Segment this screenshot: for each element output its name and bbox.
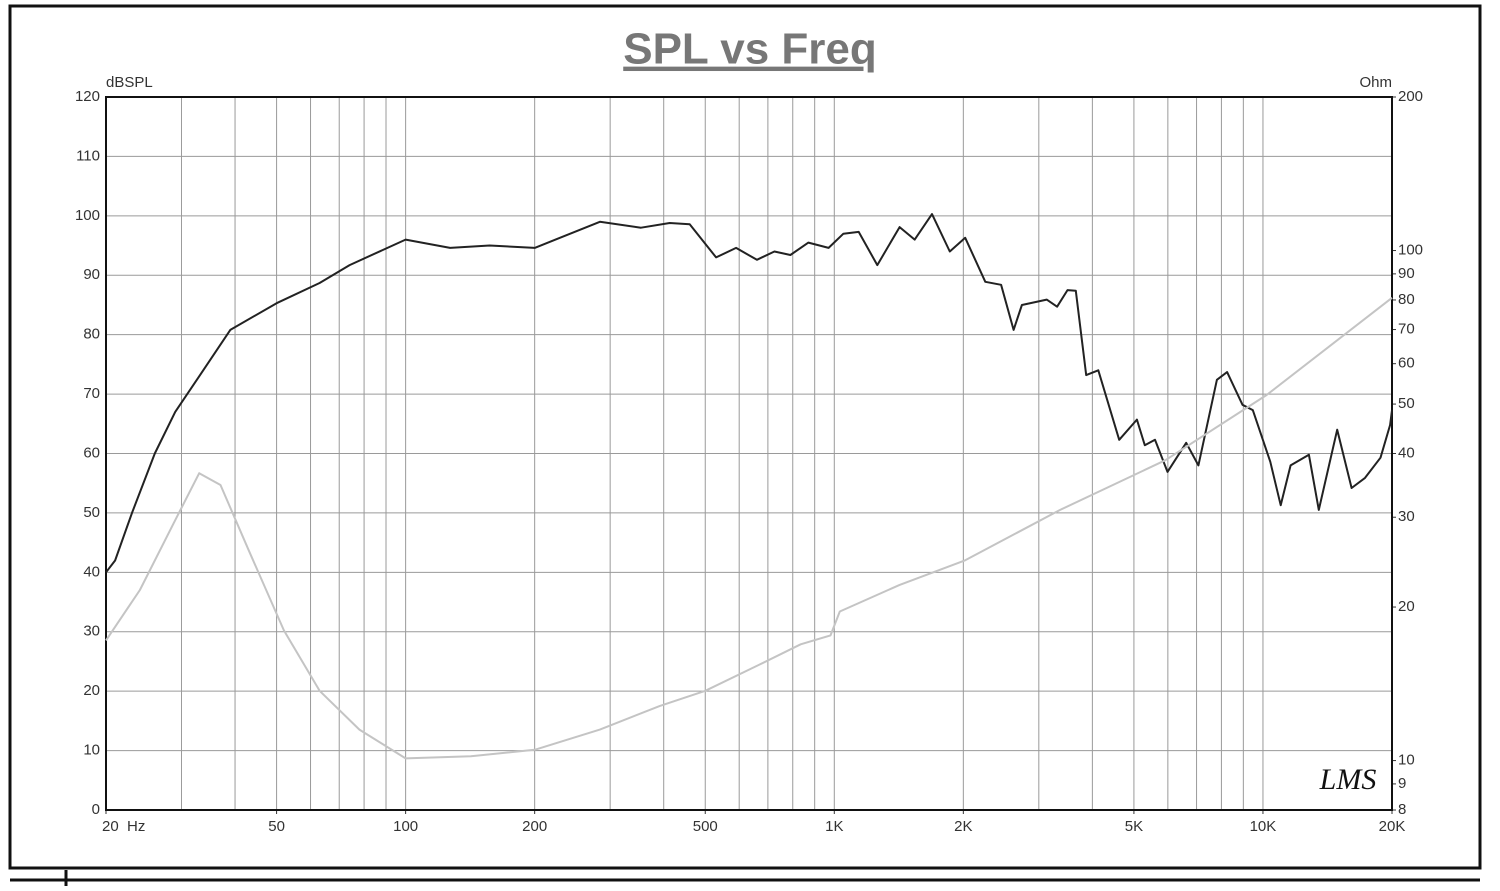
y-tick-label: 20 — [83, 682, 100, 699]
y-tick-label: 80 — [83, 326, 100, 343]
x-tick-label: 100 — [393, 818, 418, 835]
y-tick-label: 110 — [76, 147, 100, 164]
series-line — [105, 213, 1393, 573]
frame — [8, 4, 1482, 870]
y2-tick-label: 20 — [1398, 598, 1415, 615]
x-tick-label: 1K — [825, 818, 843, 835]
y-tick-label: 10 — [83, 742, 100, 759]
x-tick-label: 50 — [268, 818, 285, 835]
y2-tick-label: 30 — [1398, 508, 1415, 525]
y-tick-label: 70 — [83, 385, 100, 402]
y2-tick-label: 80 — [1398, 291, 1415, 308]
y-tick-label: 30 — [83, 623, 100, 640]
x-tick-label: 200 — [522, 818, 547, 835]
y2-tick-label: 90 — [1398, 265, 1415, 282]
y-tick-label: 120 — [75, 88, 100, 105]
x-tick-label: 10K — [1250, 818, 1277, 835]
y-tick-label: 50 — [83, 504, 100, 521]
y2-tick-label: 100 — [1398, 242, 1423, 259]
logo: LMS — [1319, 763, 1377, 796]
y-tick-label: 40 — [83, 563, 100, 580]
y2-tick-label: 60 — [1398, 355, 1415, 372]
y2-tick-label: 8 — [1398, 801, 1406, 818]
x-tick-label: 500 — [693, 818, 718, 835]
y-tick-label: 60 — [83, 444, 100, 461]
y-tick-label: 100 — [75, 207, 100, 224]
x-tick-label: 5K — [1125, 818, 1143, 835]
plot-border — [105, 96, 1393, 811]
y-tick-label: 90 — [83, 266, 100, 283]
x-tick-label: 2K — [954, 818, 972, 835]
y-tick-label: 0 — [92, 801, 100, 818]
y2-tick-label: 50 — [1398, 395, 1415, 412]
y2-tick-label: 9 — [1398, 775, 1406, 792]
chart-title: SPL vs Freq — [623, 25, 877, 74]
y2-tick-label: 70 — [1398, 321, 1415, 338]
y2-axis-label: Ohm — [1359, 74, 1392, 91]
y2-tick-label: 200 — [1398, 88, 1423, 105]
y-axis-label: dBSPL — [106, 74, 153, 91]
x-tick-label: 20 Hz — [102, 818, 145, 835]
y2-tick-label: 10 — [1398, 752, 1415, 769]
y2-tick-label: 40 — [1398, 444, 1415, 461]
x-tick-label: 20K — [1379, 818, 1406, 835]
series-line — [105, 297, 1393, 760]
